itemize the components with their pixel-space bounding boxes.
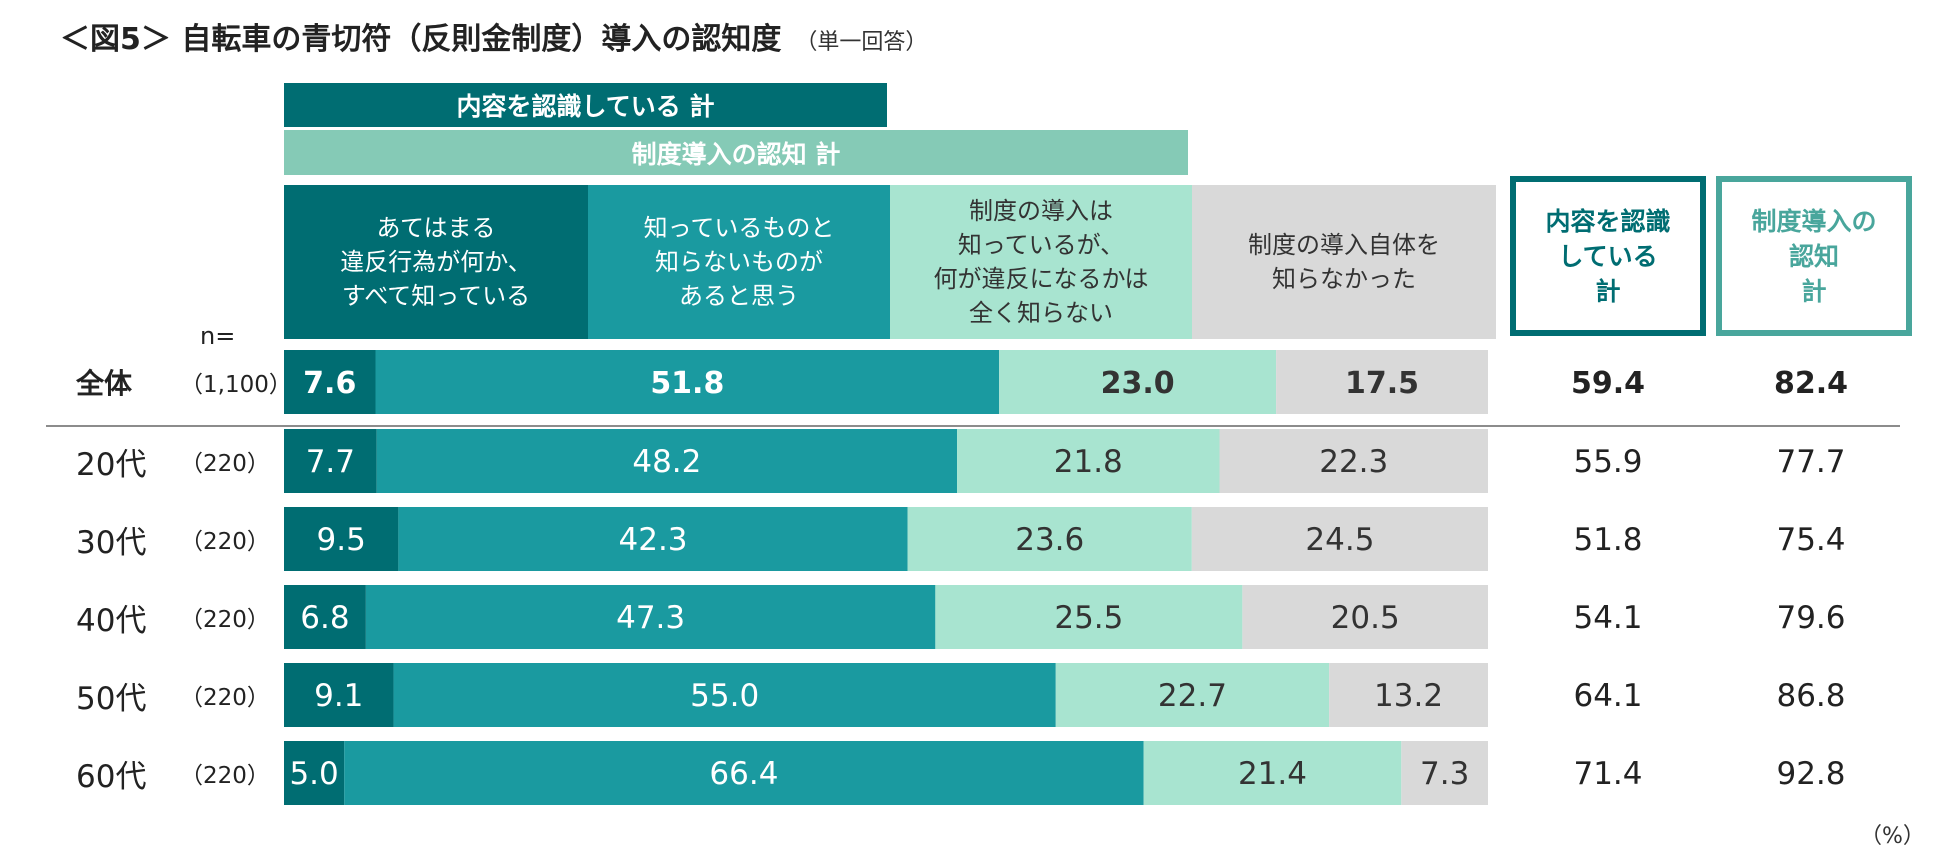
bar-segment [284, 507, 399, 571]
bar-segment [344, 741, 1144, 805]
bar-segment [284, 663, 394, 727]
bar-segment [398, 507, 908, 571]
bar-value-label: 21.4 [1238, 756, 1307, 792]
bar-value-label: 66.4 [709, 756, 778, 792]
bar-segment [284, 585, 366, 649]
chart-title-text: ＜図5＞ 自転車の青切符（反則金制度）導入の認知度 [60, 22, 782, 57]
bar-segment [1055, 663, 1330, 727]
column-header-know-some: 知っているものと 知らないものが あると思う [588, 185, 890, 339]
row-label: 全体 [76, 367, 133, 400]
bar-value-label: 24.5 [1305, 522, 1374, 558]
bar-value-label: 13.2 [1374, 678, 1443, 714]
column-header-know-all: あてはまる 違反行為が何か、 すべて知っている [284, 185, 588, 339]
bar-segment [1191, 507, 1488, 571]
bar-segment [1219, 429, 1488, 493]
bar-segment [999, 350, 1277, 414]
bar-value-label: 47.3 [616, 600, 685, 636]
bar-value-label: 21.8 [1054, 444, 1123, 480]
bar-segment [375, 350, 1000, 414]
bar-segment [393, 663, 1056, 727]
band-system-awareness-total: 制度導入の認知 計 [284, 130, 1188, 175]
bar-value-label: 5.0 [289, 756, 338, 792]
total-value-label: 82.4 [1774, 366, 1848, 401]
total-value-label: 51.8 [1573, 522, 1642, 558]
bar-value-label: 22.3 [1319, 444, 1388, 480]
unit-label: （%） [1860, 824, 1925, 849]
bar-segment [935, 585, 1243, 649]
bar-value-label: 9.1 [314, 678, 363, 714]
bar-value-label: 7.6 [303, 366, 356, 401]
bar-value-label: 48.2 [632, 444, 701, 480]
bar-value-label: 55.0 [690, 678, 759, 714]
total-value-label: 86.8 [1776, 678, 1845, 714]
total-header-content-recognized: 内容を認識 している 計 [1510, 176, 1706, 336]
bar-value-label: 20.5 [1331, 600, 1400, 636]
row-label: 40代 [76, 602, 147, 639]
bar-value-label: 51.8 [650, 366, 724, 401]
n-label: n= [200, 322, 236, 350]
bar-segment [365, 585, 936, 649]
bar-value-label: 25.5 [1054, 600, 1123, 636]
row-n: （220） [180, 685, 270, 711]
total-header-system-awareness: 制度導入の 認知 計 [1716, 176, 1912, 336]
bar-value-label: 9.5 [317, 522, 366, 558]
total-value-label: 71.4 [1573, 756, 1642, 792]
row-n: （220） [180, 451, 270, 477]
bar-segment [1143, 741, 1402, 805]
chart-subtitle: （単一回答） [795, 30, 928, 55]
total-value-label: 64.1 [1573, 678, 1642, 714]
bar-value-label: 23.0 [1101, 366, 1175, 401]
total-value-label: 75.4 [1776, 522, 1845, 558]
row-label: 60代 [76, 758, 147, 795]
bar-segment [907, 507, 1192, 571]
band-content-recognized-total: 内容を認識している 計 [284, 83, 887, 127]
row-n: （220） [180, 529, 270, 555]
bar-value-label: 22.7 [1158, 678, 1227, 714]
row-label: 20代 [76, 446, 147, 483]
row-n: （220） [180, 607, 270, 633]
column-header-know-system-only: 制度の導入は 知っているが、 何が違反になるかは 全く知らない [890, 185, 1192, 339]
column-header-unaware: 制度の導入自体を 知らなかった [1192, 185, 1496, 339]
bar-segment [1329, 663, 1488, 727]
row-label: 50代 [76, 680, 147, 717]
bar-segment [1242, 585, 1488, 649]
bar-value-label: 6.8 [300, 600, 349, 636]
total-value-label: 79.6 [1776, 600, 1845, 636]
bar-segment [957, 429, 1220, 493]
total-value-label: 55.9 [1573, 444, 1642, 480]
bar-segment [284, 350, 376, 414]
row-n: （1,100） [180, 372, 292, 398]
bar-value-label: 42.3 [619, 522, 688, 558]
bar-segment [284, 429, 377, 493]
row-label: 30代 [76, 524, 147, 561]
bar-value-label: 17.5 [1345, 366, 1419, 401]
bar-segment [284, 741, 345, 805]
total-value-label: 59.4 [1571, 366, 1645, 401]
bar-value-label: 7.7 [306, 444, 355, 480]
row-n: （220） [180, 763, 270, 789]
total-value-label: 77.7 [1776, 444, 1845, 480]
bar-segment [1401, 741, 1488, 805]
bar-value-label: 7.3 [1420, 756, 1469, 792]
chart-title: ＜図5＞ 自転車の青切符（反則金制度）導入の認知度 （単一回答） [60, 14, 927, 58]
bar-value-label: 23.6 [1015, 522, 1084, 558]
total-value-label: 92.8 [1776, 756, 1845, 792]
total-value-label: 54.1 [1573, 600, 1642, 636]
bar-segment [376, 429, 958, 493]
bar-segment [1276, 350, 1488, 414]
separator-line [46, 425, 1900, 427]
